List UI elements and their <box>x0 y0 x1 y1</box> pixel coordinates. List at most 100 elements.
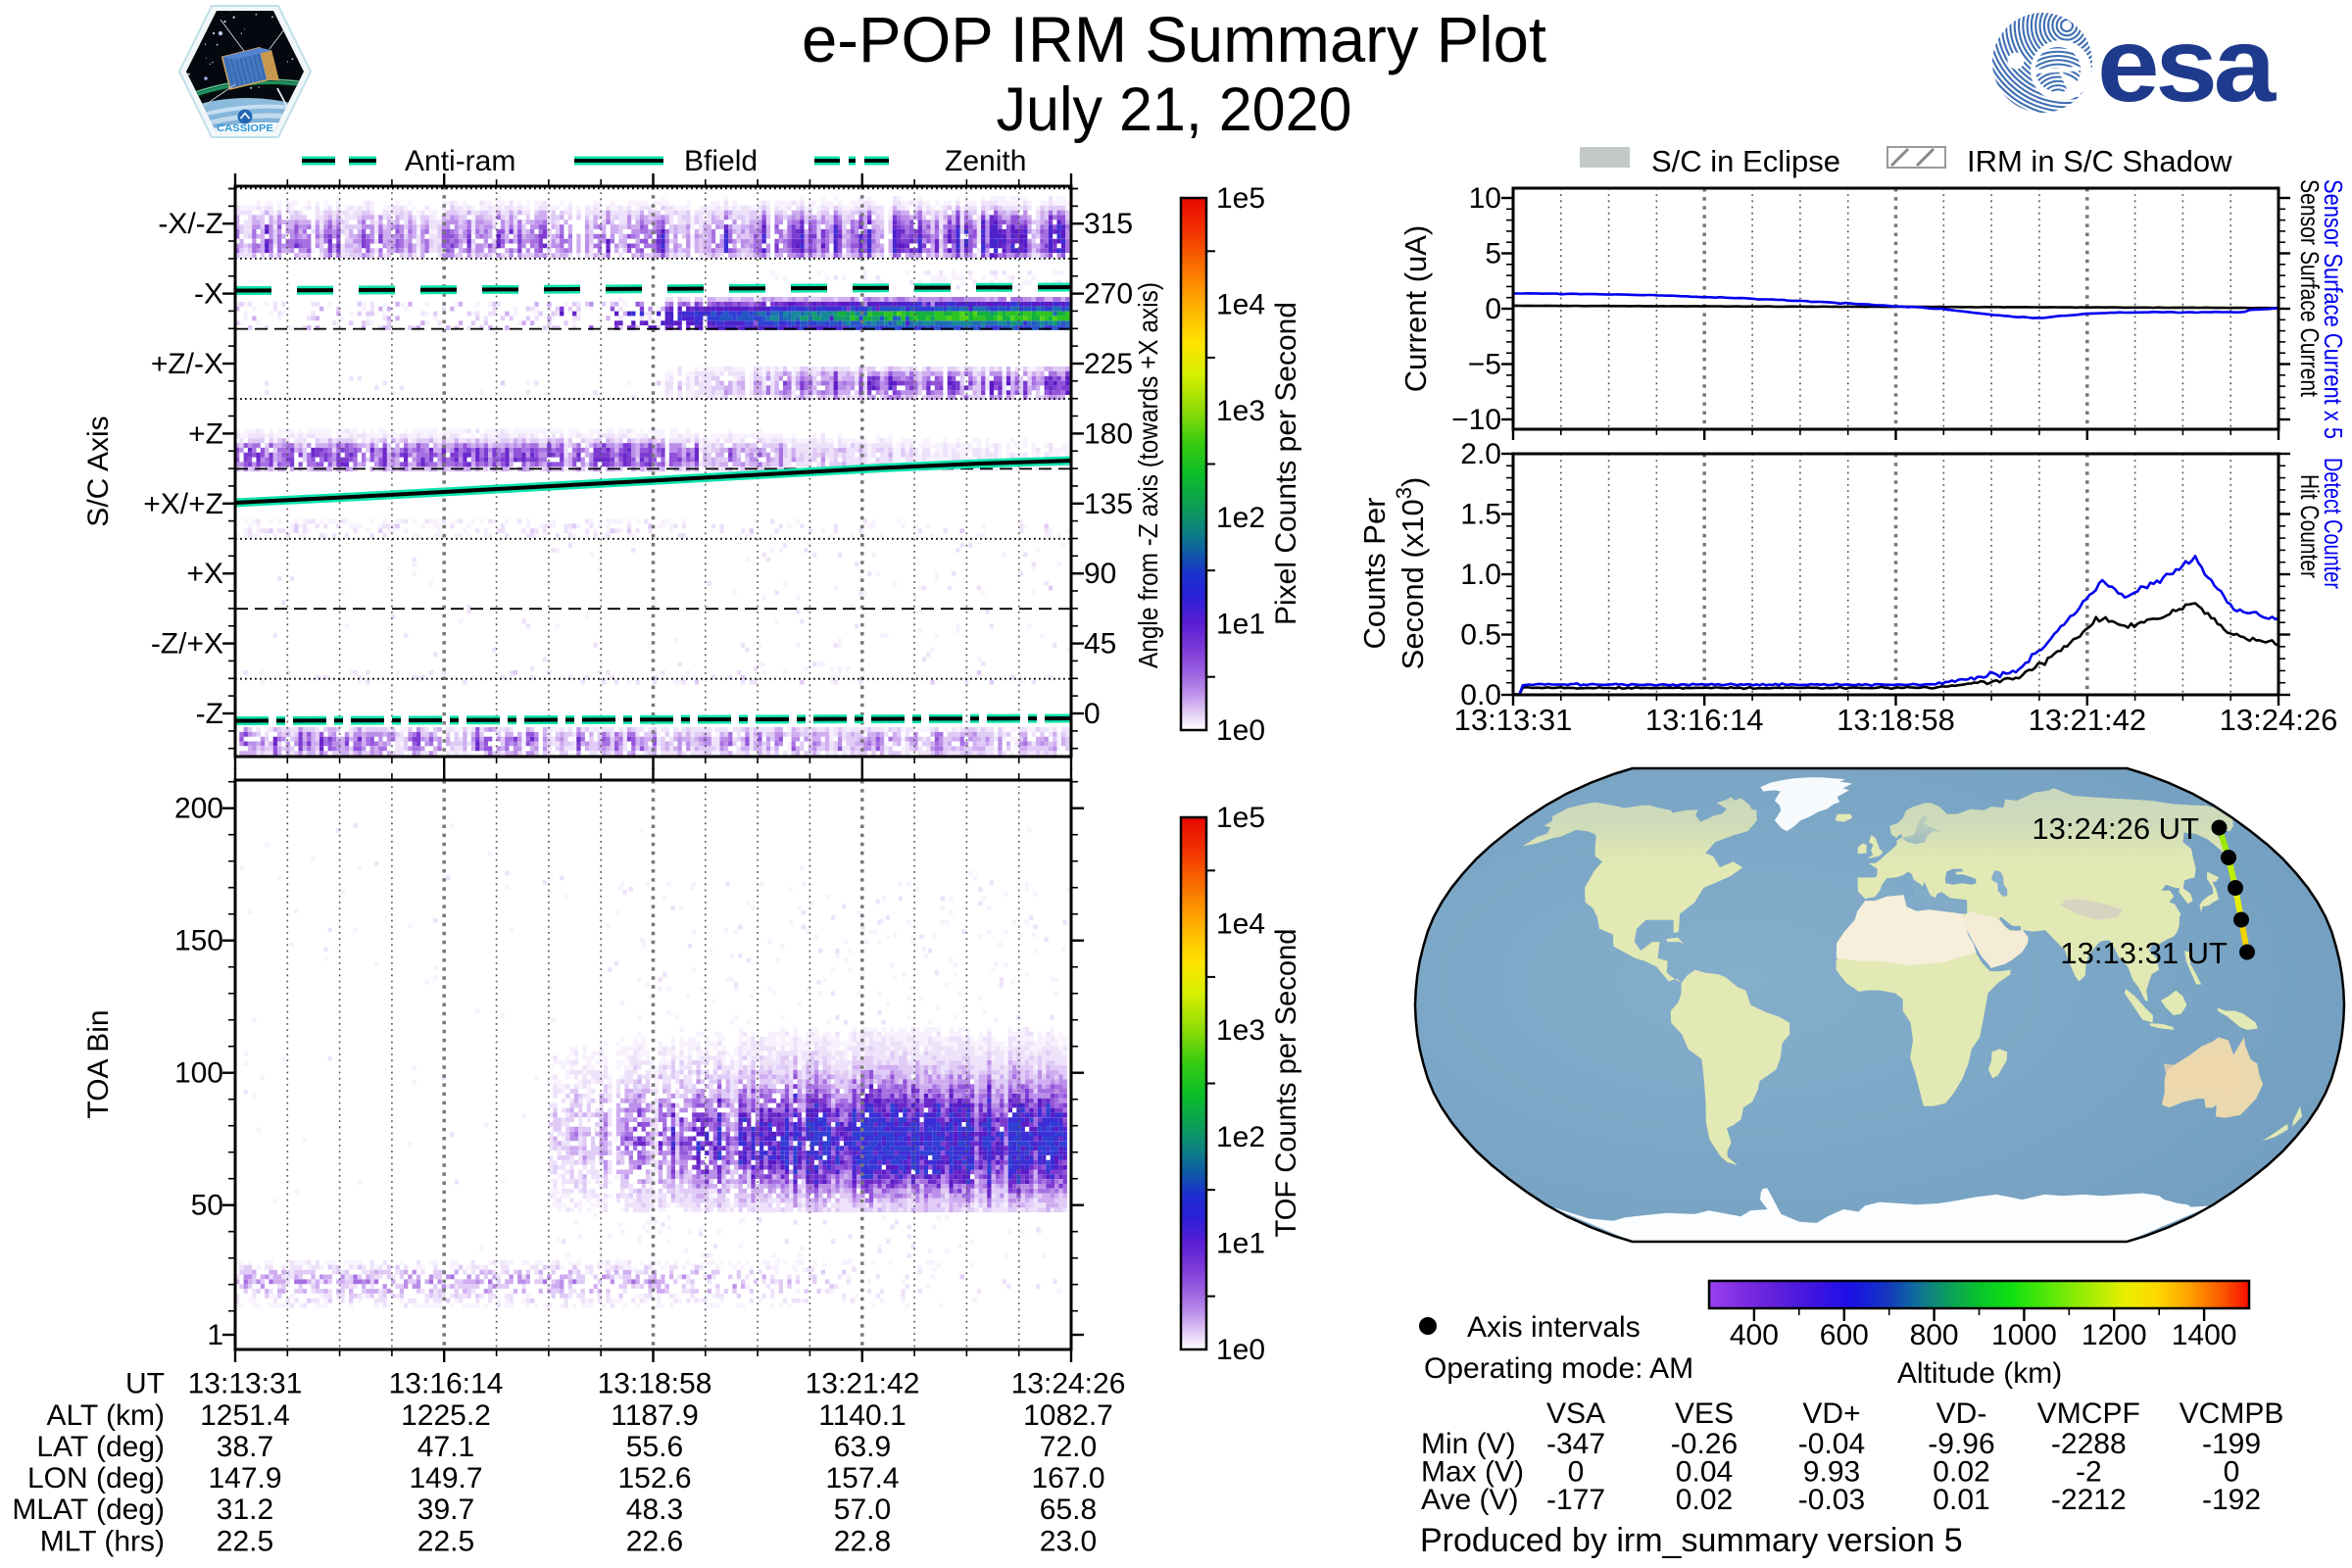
svg-text:1000: 1000 <box>1991 1319 2057 1351</box>
svg-text:+X: +X <box>186 558 223 590</box>
svg-text:TOF Counts per Second: TOF Counts per Second <box>1270 929 1302 1238</box>
svg-text:0.04: 0.04 <box>1676 1456 1733 1489</box>
svg-text:Anti-ram: Anti-ram <box>405 145 515 177</box>
svg-text:135: 135 <box>1084 488 1133 520</box>
svg-text:-199: -199 <box>2202 1428 2261 1460</box>
svg-text:45: 45 <box>1084 628 1116 661</box>
svg-text:VSA: VSA <box>1546 1397 1605 1430</box>
svg-text:Hit Counter: Hit Counter <box>2295 474 2325 578</box>
svg-text:0.01: 0.01 <box>1933 1484 1989 1516</box>
svg-text:0.5: 0.5 <box>1460 619 1501 652</box>
svg-text:Operating mode: AM: Operating mode: AM <box>1424 1352 1693 1385</box>
svg-text:Zenith: Zenith <box>945 145 1026 177</box>
svg-text:149.7: 149.7 <box>409 1462 482 1494</box>
svg-text:0: 0 <box>1485 293 1501 325</box>
svg-text:MLT (hrs): MLT (hrs) <box>40 1525 165 1557</box>
svg-text:1.5: 1.5 <box>1460 499 1501 531</box>
svg-text:0.02: 0.02 <box>1933 1456 1989 1489</box>
svg-text:TOA Bin: TOA Bin <box>82 1009 115 1118</box>
svg-text:1e5: 1e5 <box>1216 802 1265 834</box>
svg-text:+X/+Z: +X/+Z <box>143 488 223 520</box>
svg-text:VMCPF: VMCPF <box>2037 1397 2140 1430</box>
svg-text:22.6: 22.6 <box>626 1525 683 1557</box>
svg-text:1: 1 <box>207 1319 223 1351</box>
svg-text:150: 150 <box>174 925 223 957</box>
svg-text:+Z/-X: +Z/-X <box>151 348 223 380</box>
svg-text:13:21:42: 13:21:42 <box>806 1368 920 1400</box>
svg-text:63.9: 63.9 <box>834 1431 891 1463</box>
svg-text:1e3: 1e3 <box>1216 395 1265 427</box>
svg-text:Bfield: Bfield <box>684 145 758 177</box>
svg-text:22.5: 22.5 <box>217 1525 273 1557</box>
svg-text:0: 0 <box>2224 1456 2240 1489</box>
svg-text:Current (uA): Current (uA) <box>1398 225 1433 393</box>
svg-text:VD+: VD+ <box>1802 1397 1860 1430</box>
svg-text:1e0: 1e0 <box>1216 714 1265 747</box>
svg-text:+Z: +Z <box>188 417 223 450</box>
svg-text:0: 0 <box>1084 698 1101 730</box>
svg-text:13:24:26: 13:24:26 <box>2220 703 2338 737</box>
svg-text:S/C Axis: S/C Axis <box>82 416 115 526</box>
svg-text:-177: -177 <box>1546 1484 1605 1516</box>
svg-text:Second (x103): Second (x103) <box>1392 477 1431 670</box>
svg-text:5: 5 <box>1485 238 1501 270</box>
svg-text:48.3: 48.3 <box>626 1494 683 1526</box>
svg-text:-X: -X <box>194 278 223 311</box>
svg-text:152.6: 152.6 <box>617 1462 691 1494</box>
svg-text:225: 225 <box>1084 348 1133 380</box>
svg-text:1e2: 1e2 <box>1216 502 1265 534</box>
svg-text:-347: -347 <box>1546 1428 1605 1460</box>
svg-text:13:16:14: 13:16:14 <box>1645 703 1764 737</box>
svg-text:65.8: 65.8 <box>1040 1494 1097 1526</box>
svg-text:-9.96: -9.96 <box>1928 1428 1994 1460</box>
svg-text:157.4: 157.4 <box>825 1462 899 1494</box>
svg-text:UT: UT <box>125 1368 165 1400</box>
svg-text:270: 270 <box>1084 278 1133 311</box>
svg-text:Axis intervals: Axis intervals <box>1467 1311 1641 1344</box>
svg-text:200: 200 <box>174 793 223 825</box>
svg-text:1e4: 1e4 <box>1216 289 1265 321</box>
svg-text:VES: VES <box>1675 1397 1734 1430</box>
svg-text:Counts Per: Counts Per <box>1357 497 1392 649</box>
svg-text:72.0: 72.0 <box>1040 1431 1097 1463</box>
svg-text:-0.04: -0.04 <box>1798 1428 1865 1460</box>
svg-text:39.7: 39.7 <box>417 1494 474 1526</box>
svg-text:LON (deg): LON (deg) <box>27 1462 165 1494</box>
svg-text:0.02: 0.02 <box>1676 1484 1733 1516</box>
svg-text:13:16:14: 13:16:14 <box>389 1368 504 1400</box>
svg-text:-2: -2 <box>2076 1456 2102 1489</box>
svg-text:S/C in Eclipse: S/C in Eclipse <box>1651 144 1840 178</box>
svg-text:1e4: 1e4 <box>1216 908 1265 941</box>
svg-text:13:13:31: 13:13:31 <box>1454 703 1573 737</box>
svg-text:147.9: 147.9 <box>208 1462 281 1494</box>
svg-text:13:13:31: 13:13:31 <box>188 1368 303 1400</box>
svg-text:47.1: 47.1 <box>417 1431 474 1463</box>
svg-text:13:24:26 UT: 13:24:26 UT <box>2032 811 2199 846</box>
svg-text:13:18:58: 13:18:58 <box>598 1368 712 1400</box>
svg-text:1225.2: 1225.2 <box>401 1399 491 1432</box>
svg-text:2.0: 2.0 <box>1460 438 1501 470</box>
svg-text:167.0: 167.0 <box>1031 1462 1104 1494</box>
svg-text:0: 0 <box>1568 1456 1585 1489</box>
svg-text:Sensor Surface Current x 5: Sensor Surface Current x 5 <box>2319 179 2348 439</box>
svg-text:Min (V): Min (V) <box>1421 1428 1516 1460</box>
svg-text:1e1: 1e1 <box>1216 608 1265 640</box>
svg-text:1e0: 1e0 <box>1216 1334 1265 1366</box>
svg-text:esa: esa <box>2097 5 2277 123</box>
svg-text:38.7: 38.7 <box>217 1431 273 1463</box>
svg-text:-0.03: -0.03 <box>1798 1484 1865 1516</box>
svg-text:1082.7: 1082.7 <box>1023 1399 1113 1432</box>
svg-text:50: 50 <box>191 1190 223 1222</box>
svg-text:Ave (V): Ave (V) <box>1421 1484 1518 1516</box>
svg-text:IRM in S/C Shadow: IRM in S/C Shadow <box>1967 144 2232 178</box>
svg-text:Produced by irm_summary versio: Produced by irm_summary version 5 <box>1420 1522 1963 1559</box>
svg-text:Angle from -Z axis (towards +X: Angle from -Z axis (towards +X axis) <box>1133 282 1163 668</box>
svg-text:1e2: 1e2 <box>1216 1121 1265 1153</box>
svg-text:9.93: 9.93 <box>1803 1456 1860 1489</box>
svg-text:Max (V): Max (V) <box>1421 1456 1524 1489</box>
svg-text:1e1: 1e1 <box>1216 1227 1265 1259</box>
svg-text:Sensor Surface Current: Sensor Surface Current <box>2295 179 2325 398</box>
svg-text:600: 600 <box>1820 1319 1869 1351</box>
svg-text:1e3: 1e3 <box>1216 1014 1265 1047</box>
svg-text:180: 180 <box>1084 417 1133 450</box>
